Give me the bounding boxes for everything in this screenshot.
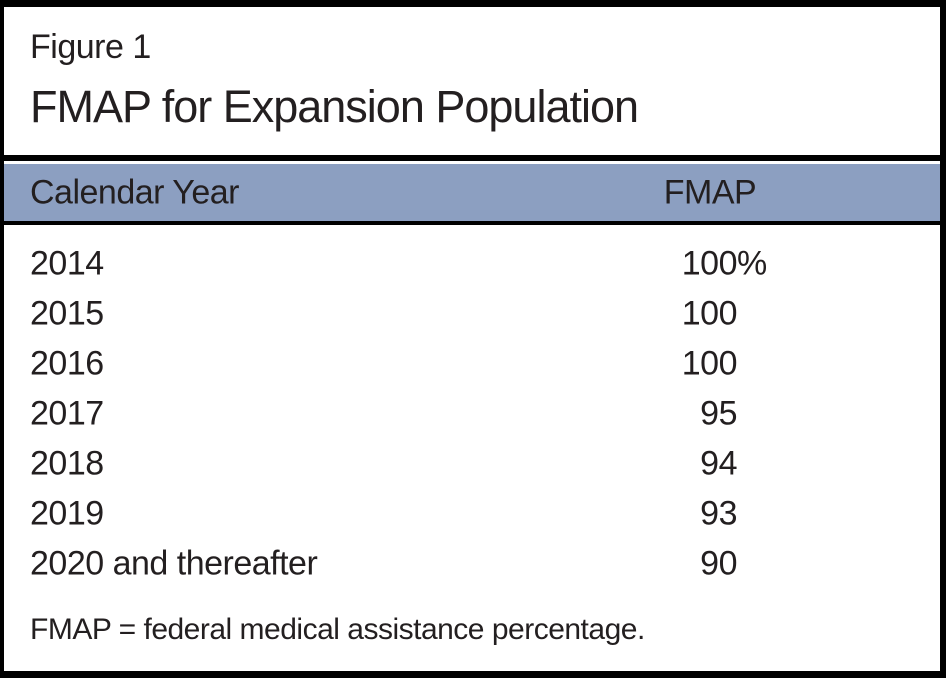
fmap-value: 93 <box>700 494 737 533</box>
fmap-value: 94 <box>700 444 737 483</box>
column-header-calendar-year: Calendar Year <box>30 173 240 211</box>
table-row: 2019 93 <box>4 489 940 539</box>
title-divider-rule <box>4 155 940 161</box>
year-cell: 2018 <box>30 444 104 483</box>
fmap-value: 90 <box>700 544 737 583</box>
fmap-value: 100 <box>681 344 738 383</box>
year-cell: 2015 <box>30 294 104 333</box>
year-cell: 2014 <box>30 244 104 283</box>
title-area: Figure 1 FMAP for Expansion Population <box>4 7 940 155</box>
year-cell: 2020 and thereafter <box>30 544 318 583</box>
table-row: 2018 94 <box>4 439 940 489</box>
header-divider-rule <box>4 221 940 225</box>
table-header-row: Calendar Year FMAP <box>4 164 940 221</box>
fmap-cell: 90 <box>4 545 737 584</box>
fmap-cell: 94 <box>4 445 737 484</box>
table-row: 2017 95 <box>4 389 940 439</box>
table-row: 2014 100% <box>4 239 940 289</box>
fmap-cell: 93 <box>4 495 737 534</box>
year-cell: 2017 <box>30 394 104 433</box>
fmap-cell: 100% <box>681 244 767 283</box>
table-body: 2014 100% 2015 100 2016 100 2017 95 2018… <box>4 225 940 608</box>
fmap-value: 100 <box>681 294 738 333</box>
rule-gap <box>4 161 940 164</box>
figure-title: FMAP for Expansion Population <box>30 81 639 133</box>
fmap-cell: 95 <box>4 395 737 434</box>
table-row: 2015 100 <box>4 289 940 339</box>
footnote: FMAP = federal medical assistance percen… <box>30 613 645 646</box>
figure-label: Figure 1 <box>30 28 151 66</box>
year-cell: 2016 <box>30 344 104 383</box>
fmap-cell: 100 <box>4 344 738 384</box>
table-row: 2016 100 <box>4 339 940 389</box>
year-cell: 2019 <box>30 494 104 533</box>
column-header-fmap: FMAP <box>663 173 757 211</box>
table-row: 2020 and thereafter 90 <box>4 539 940 589</box>
fmap-value: 95 <box>700 394 737 433</box>
fmap-cell: 100 <box>4 294 738 334</box>
fmap-value: 100 <box>681 244 738 283</box>
